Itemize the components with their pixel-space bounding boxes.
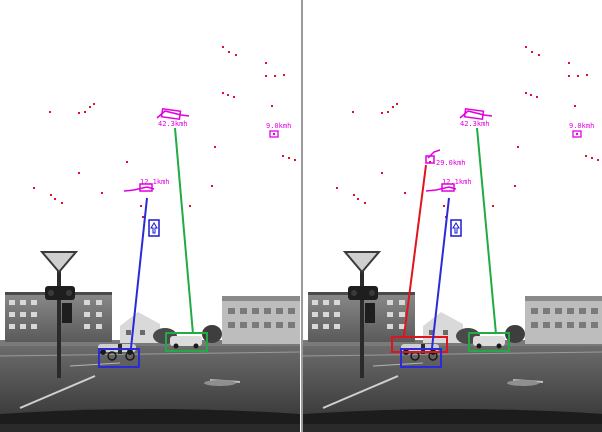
- feature-point: [517, 146, 519, 148]
- feature-point: [142, 216, 144, 218]
- track-line-green: [174, 127, 194, 335]
- feature-point: [530, 94, 532, 96]
- feature-point: [353, 194, 355, 196]
- feature-point: [214, 146, 216, 148]
- feature-point: [211, 185, 213, 187]
- feature-point: [227, 94, 229, 96]
- speed-label: 9.0kmh: [266, 122, 291, 130]
- car-motion-icon: [123, 183, 155, 192]
- feature-point: [591, 157, 593, 159]
- left-camera-panel: 42.3kmh 12.1kmh 9.0kmh: [0, 46, 301, 432]
- feature-point: [568, 75, 570, 77]
- speed-label: 42.3kmh: [460, 120, 490, 128]
- feature-point: [126, 161, 128, 163]
- feature-point: [586, 74, 588, 76]
- car-motion-icon: [269, 130, 279, 138]
- feature-point: [525, 46, 527, 48]
- feature-point: [429, 161, 431, 163]
- feature-point: [387, 111, 389, 113]
- feature-point: [222, 92, 224, 94]
- feature-point: [336, 187, 338, 189]
- speed-label: 42.3kmh: [158, 120, 188, 128]
- right-camera-panel: 42.3kmh 29.0kmh 12.1kmh 9.0kmh: [302, 46, 602, 432]
- feature-point: [514, 185, 516, 187]
- feature-point: [233, 96, 235, 98]
- feature-points: [33, 46, 296, 218]
- feature-point: [294, 159, 296, 161]
- feature-point: [492, 205, 494, 207]
- bounding-box-blue: [400, 348, 442, 368]
- feature-point: [568, 62, 570, 64]
- speed-label: 12.1kmh: [442, 178, 472, 186]
- feature-point: [443, 205, 445, 207]
- feature-point: [84, 111, 86, 113]
- feature-point: [265, 75, 267, 77]
- car-motion-icon: [156, 107, 190, 121]
- feature-point: [78, 172, 80, 174]
- feature-point: [283, 74, 285, 76]
- feature-points: [336, 46, 599, 218]
- track-line-blue: [431, 197, 450, 349]
- bounding-box-red: [391, 336, 448, 353]
- feature-point: [271, 105, 273, 107]
- car-motion-icon: [425, 149, 441, 164]
- feature-point: [50, 194, 52, 196]
- feature-point: [404, 192, 406, 194]
- speed-label: 29.0kmh: [436, 159, 466, 167]
- track-line-red: [403, 164, 427, 337]
- car-motion-icon: [459, 107, 493, 121]
- feature-point: [140, 205, 142, 207]
- arrow-sign-icon: [148, 219, 160, 237]
- feature-point: [222, 46, 224, 48]
- feature-point: [396, 103, 398, 105]
- feature-point: [531, 51, 533, 53]
- feature-point: [357, 198, 359, 200]
- feature-point: [577, 75, 579, 77]
- track-line-green: [476, 127, 497, 335]
- feature-point: [574, 105, 576, 107]
- feature-point: [274, 75, 276, 77]
- feature-point: [89, 106, 91, 108]
- feature-point: [288, 157, 290, 159]
- feature-point: [61, 202, 63, 204]
- car-motion-icon: [425, 183, 457, 192]
- feature-point: [265, 62, 267, 64]
- track-line-blue: [130, 197, 148, 349]
- feature-point: [352, 111, 354, 113]
- feature-point: [538, 54, 540, 56]
- speed-label: 9.0kmh: [569, 122, 594, 130]
- feature-point: [49, 111, 51, 113]
- feature-point: [536, 96, 538, 98]
- feature-point: [93, 103, 95, 105]
- feature-point: [33, 187, 35, 189]
- bounding-box-green: [468, 332, 510, 352]
- feature-point: [597, 159, 599, 161]
- bounding-box-green: [165, 332, 208, 352]
- feature-point: [78, 112, 80, 114]
- feature-point: [189, 205, 191, 207]
- feature-point: [101, 192, 103, 194]
- feature-point: [392, 106, 394, 108]
- speed-label: 12.1kmh: [140, 178, 170, 186]
- feature-point: [381, 172, 383, 174]
- bounding-box-blue: [98, 348, 140, 368]
- feature-point: [235, 54, 237, 56]
- panel-divider: [301, 0, 303, 432]
- feature-point: [525, 92, 527, 94]
- feature-point: [228, 51, 230, 53]
- feature-point: [364, 202, 366, 204]
- arrow-sign-icon: [450, 219, 462, 237]
- feature-point: [54, 198, 56, 200]
- feature-point: [282, 155, 284, 157]
- feature-point: [381, 112, 383, 114]
- car-motion-icon: [572, 130, 582, 138]
- feature-point: [585, 155, 587, 157]
